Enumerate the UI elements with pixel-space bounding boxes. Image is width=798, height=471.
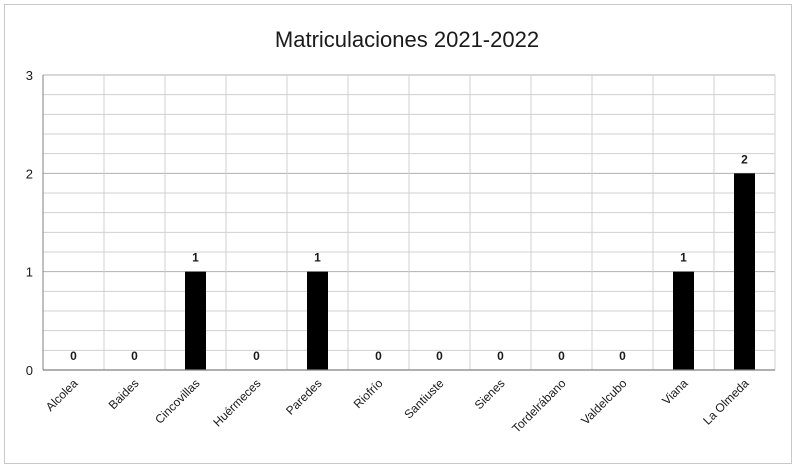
x-category-label: Cincovillas <box>152 376 202 426</box>
x-category-label: Alcolea <box>43 376 81 414</box>
y-tick-label: 0 <box>26 363 33 378</box>
bar <box>673 271 694 370</box>
x-category-label: Sienes <box>472 376 508 412</box>
x-category-label: Valdelcubo <box>578 376 629 427</box>
x-axis: Alcolea Baides Cincovillas Huérmeces Paredes… <box>43 369 775 436</box>
y-tick-label: 2 <box>26 166 33 181</box>
bar <box>734 173 755 370</box>
x-category-label: Viana <box>659 376 691 408</box>
x-category-label: Riofrío <box>351 376 386 411</box>
y-tick-label: 1 <box>26 265 33 280</box>
x-category-label: Tordelrábano <box>509 376 569 436</box>
x-category-label: Paredes <box>283 376 325 418</box>
data-label: 0 <box>375 349 382 363</box>
bar <box>307 271 328 370</box>
x-category-label: Baides <box>106 376 142 412</box>
chart-title: Matriculaciones 2021-2022 <box>275 27 539 52</box>
x-category-label: La Olmeda <box>700 376 752 428</box>
data-labels: 0 0 1 0 1 0 0 0 0 0 1 2 <box>70 152 748 363</box>
data-label: 0 <box>436 349 443 363</box>
data-label: 0 <box>619 349 626 363</box>
data-label: 0 <box>558 349 565 363</box>
bar <box>185 271 206 370</box>
data-label: 1 <box>192 251 199 265</box>
y-axis: 0 1 2 3 <box>26 68 44 378</box>
chart-frame <box>4 4 792 464</box>
data-label: 0 <box>497 349 504 363</box>
x-category-label: Santiuste <box>401 376 447 422</box>
data-label: 0 <box>70 349 77 363</box>
data-label: 2 <box>741 152 748 166</box>
data-label: 0 <box>253 349 260 363</box>
y-tick-label: 3 <box>26 68 33 83</box>
gridlines <box>42 74 776 371</box>
data-label: 0 <box>131 349 138 363</box>
data-label: 1 <box>314 251 321 265</box>
bars <box>185 173 755 370</box>
data-label: 1 <box>680 251 687 265</box>
x-category-label: Huérmeces <box>210 376 263 429</box>
